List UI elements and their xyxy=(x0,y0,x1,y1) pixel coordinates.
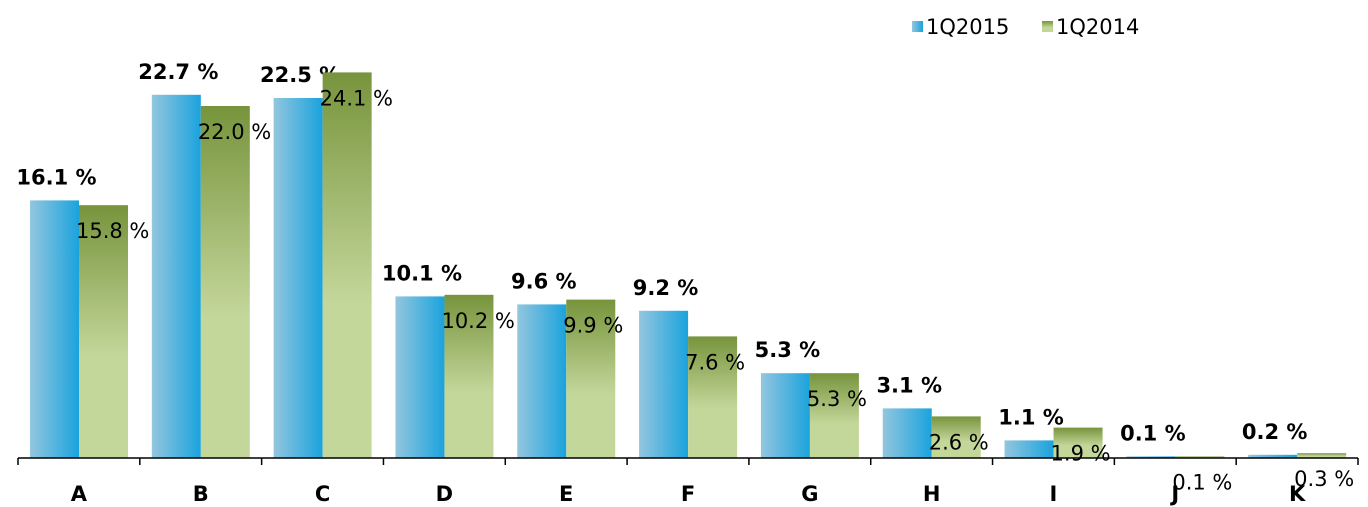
x-tick-label: J xyxy=(1169,482,1179,506)
x-tick-label: C xyxy=(315,482,330,506)
value-label: 0.3 % xyxy=(1294,467,1354,491)
value-label: 10.2 % xyxy=(441,309,514,333)
value-label: 1.1 % xyxy=(998,405,1064,429)
legend-label: 1Q2014 xyxy=(1056,15,1139,39)
x-tick-label: I xyxy=(1050,482,1058,506)
bar xyxy=(273,98,323,458)
x-tick-label: E xyxy=(559,482,573,506)
bar xyxy=(688,336,738,458)
bar xyxy=(1126,456,1176,458)
x-tick-label: B xyxy=(193,482,209,506)
value-label: 2.6 % xyxy=(929,430,989,454)
bar xyxy=(639,310,689,458)
value-label: 0.1 % xyxy=(1172,470,1232,494)
value-label: 9.2 % xyxy=(633,276,699,300)
value-label: 1.9 % xyxy=(1051,442,1111,466)
legend-swatch xyxy=(912,21,923,32)
bar xyxy=(151,94,201,459)
bar xyxy=(444,294,494,458)
value-label: 0.1 % xyxy=(1120,421,1186,445)
bar xyxy=(566,299,616,458)
bar xyxy=(760,373,810,458)
bar xyxy=(1053,427,1103,458)
bar xyxy=(1175,456,1225,458)
value-label: 24.1 % xyxy=(320,86,393,110)
bar xyxy=(200,106,250,458)
bar xyxy=(809,373,859,458)
bar xyxy=(931,416,981,458)
x-tick-label: K xyxy=(1289,482,1306,506)
value-label: 9.6 % xyxy=(511,269,577,293)
value-label: 5.3 % xyxy=(807,387,867,411)
bar xyxy=(1297,453,1347,458)
bar xyxy=(1004,440,1054,458)
x-tick-label: D xyxy=(436,482,453,506)
bar xyxy=(30,200,79,458)
value-label: 7.6 % xyxy=(685,350,745,374)
value-label: 3.1 % xyxy=(876,373,942,397)
legend-swatch xyxy=(1042,21,1053,32)
value-label: 10.1 % xyxy=(382,261,462,285)
value-label: 22.0 % xyxy=(198,120,271,144)
x-tick-label: A xyxy=(71,482,88,506)
value-label: 16.1 % xyxy=(16,165,96,189)
bar xyxy=(79,205,128,458)
value-label: 22.7 % xyxy=(138,60,218,84)
value-label: 0.2 % xyxy=(1242,420,1308,444)
bar xyxy=(517,304,567,458)
bar xyxy=(882,408,932,458)
value-label: 15.8 % xyxy=(76,219,149,243)
x-tick-label: G xyxy=(801,482,818,506)
value-label: 9.9 % xyxy=(563,314,623,338)
legend-label: 1Q2015 xyxy=(926,15,1009,39)
x-tick-label: H xyxy=(923,482,941,506)
bar xyxy=(395,296,445,458)
x-tick-label: F xyxy=(681,482,695,506)
bar xyxy=(1248,454,1298,458)
bar xyxy=(322,72,372,459)
value-label: 5.3 % xyxy=(755,338,821,362)
